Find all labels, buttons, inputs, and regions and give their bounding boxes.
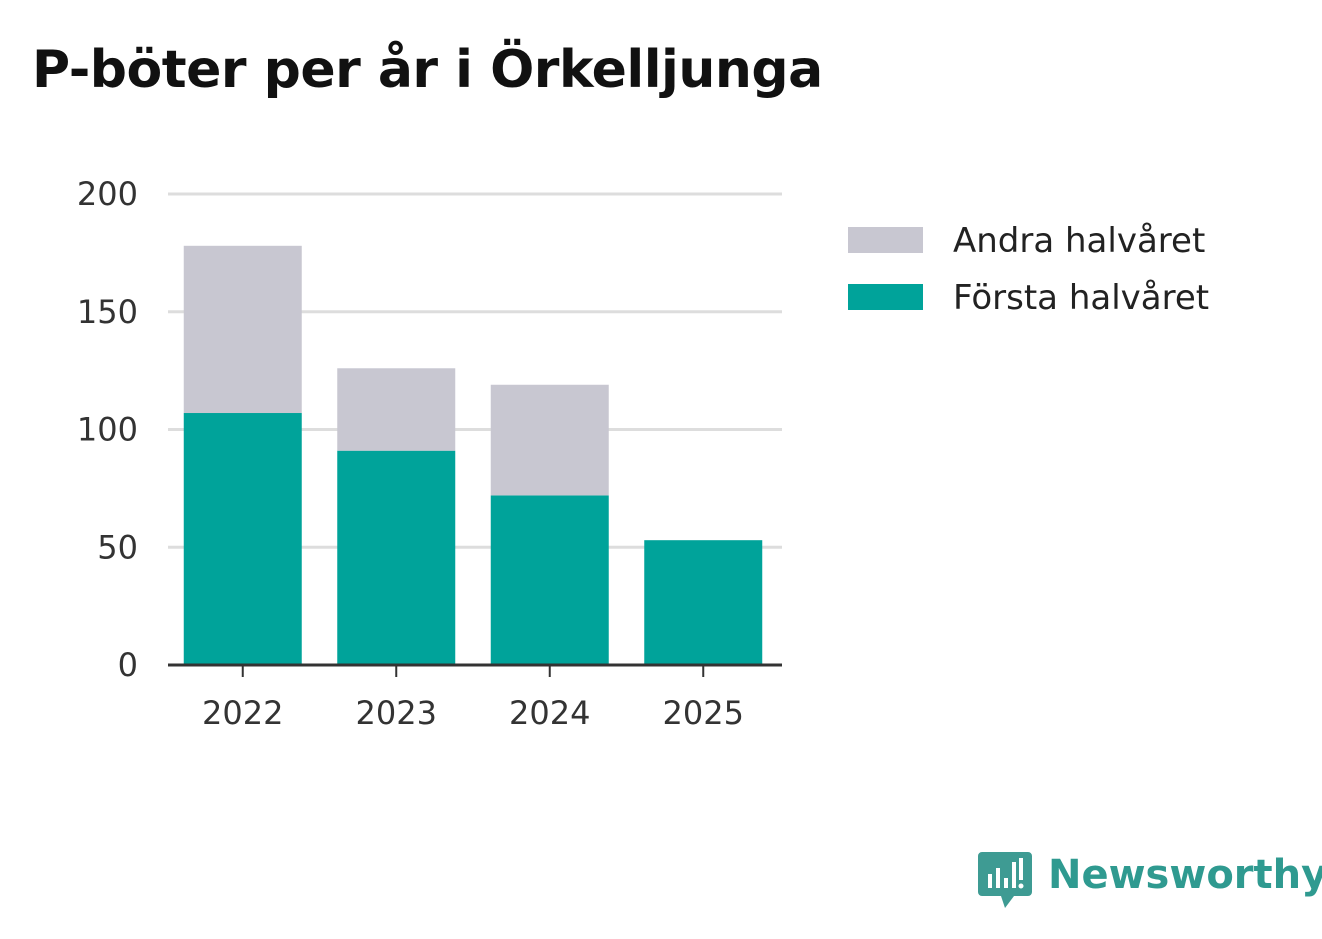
- legend-swatch-forsta: [848, 284, 923, 310]
- y-tick-label: 150: [77, 293, 138, 331]
- bar-2023-forsta: [337, 450, 456, 665]
- newsworthy-wordmark: Newsworthy: [1048, 852, 1322, 898]
- legend-swatch-andra: [848, 227, 923, 253]
- bar-2022-forsta: [183, 413, 302, 665]
- x-tick-label: 2025: [663, 694, 744, 732]
- bar-2024-andra: [490, 384, 609, 496]
- bar-2023-andra: [337, 368, 456, 451]
- x-tick-label: 2024: [509, 694, 590, 732]
- bars: [183, 245, 763, 665]
- y-axis-ticks: 0 50 100 150 200: [77, 175, 138, 684]
- bar-2024-forsta: [490, 495, 609, 665]
- newsworthy-chart-bubble-icon: [978, 852, 1032, 908]
- bar-2022-andra: [183, 245, 302, 414]
- bar-2025-forsta: [644, 540, 763, 665]
- y-tick-label: 100: [77, 411, 138, 449]
- x-axis-ticks: 2022 2023 2024 2025: [202, 665, 744, 732]
- y-tick-label: 200: [77, 175, 138, 213]
- chart-title: P-böter per år i Örkelljunga: [32, 40, 823, 100]
- legend-label-andra: Andra halvåret: [953, 221, 1205, 261]
- legend-label-forsta: Första halvåret: [953, 278, 1209, 318]
- x-tick-label: 2022: [202, 694, 283, 732]
- legend: Andra halvåret Första halvåret: [848, 221, 1209, 318]
- x-tick-label: 2023: [356, 694, 437, 732]
- y-tick-label: 0: [118, 646, 138, 684]
- newsworthy-logo: Newsworthy: [978, 852, 1322, 908]
- y-tick-label: 50: [97, 528, 138, 566]
